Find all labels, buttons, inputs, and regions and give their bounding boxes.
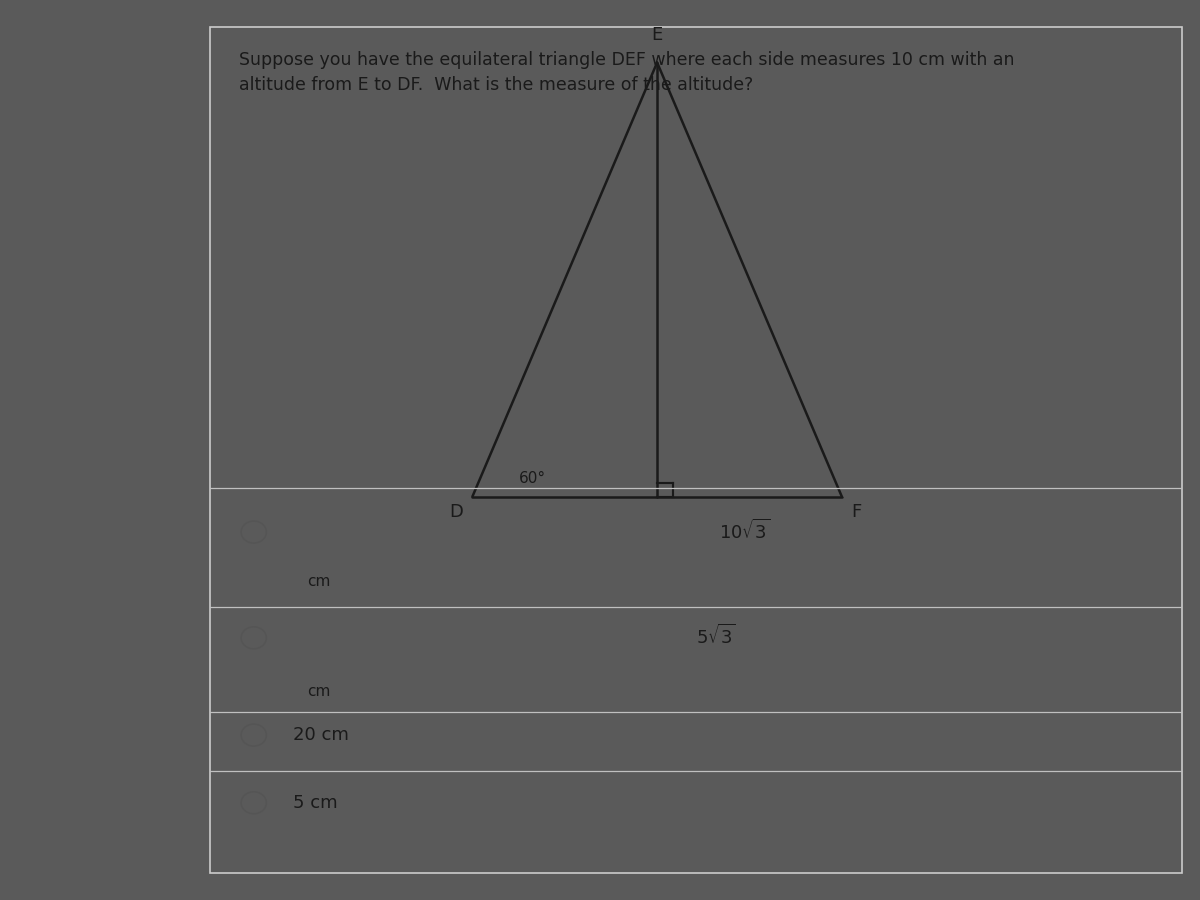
Text: F: F [852,503,862,521]
Text: 20 cm: 20 cm [293,726,348,744]
Text: altitude from E to DF.  What is the measure of the altitude?: altitude from E to DF. What is the measu… [239,76,754,94]
Text: Suppose you have the equilateral triangle DEF where each side measures 10 cm wit: Suppose you have the equilateral triangl… [239,50,1015,68]
Text: $10\sqrt{3}$: $10\sqrt{3}$ [719,518,770,543]
Text: cm: cm [307,684,330,698]
Text: E: E [652,26,662,44]
Text: $5\sqrt{3}$: $5\sqrt{3}$ [696,624,736,648]
Text: 60°: 60° [520,472,546,486]
Text: D: D [449,503,463,521]
Text: cm: cm [307,573,330,589]
Text: 5 cm: 5 cm [293,794,337,812]
